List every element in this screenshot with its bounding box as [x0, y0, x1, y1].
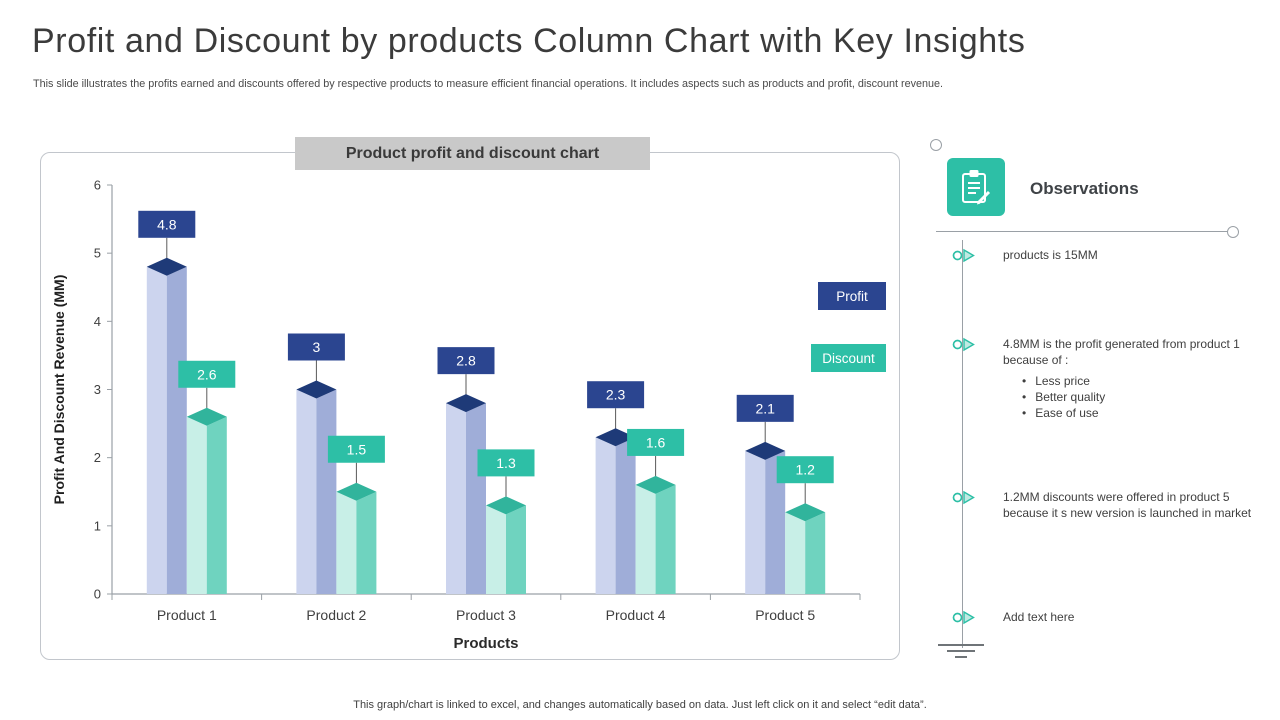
data-label-box — [736, 394, 794, 422]
timeline-line — [962, 240, 963, 648]
x-category-label: Product 1 — [157, 607, 217, 623]
data-label-value: 2.6 — [197, 366, 217, 382]
observation-text: 4.8MM is the profit generated from produ… — [1003, 337, 1240, 367]
data-label-box — [178, 360, 236, 388]
column-profit-2[interactable] — [296, 380, 337, 595]
timeline-marker-icon — [952, 337, 975, 357]
column-profit-3[interactable] — [446, 394, 486, 594]
chart-title-box: Product profit and discount chart — [295, 137, 650, 170]
x-axis-title: Products — [453, 635, 518, 652]
data-label-box — [477, 449, 535, 477]
observations-heading: Observations — [1030, 179, 1139, 198]
data-label-value: 4.8 — [157, 216, 177, 232]
observation-item-1: products is 15MM — [952, 248, 1257, 264]
observation-text: 1.2MM discounts were offered in product … — [1003, 490, 1252, 520]
y-axis-title: Profit And Discount Revenue (MM) — [51, 275, 67, 505]
data-label-value: 2.1 — [755, 400, 775, 416]
y-tick-label: 1 — [94, 518, 101, 533]
column-discount-3[interactable] — [486, 496, 526, 594]
y-tick-label: 5 — [94, 246, 101, 261]
observation-item-3: 1.2MM discounts were offered in product … — [952, 490, 1257, 522]
observation-text-placeholder[interactable]: Add text here — [1003, 610, 1075, 624]
data-label-value: 2.8 — [456, 353, 476, 369]
data-label-box — [627, 428, 685, 456]
data-label-box — [327, 435, 385, 463]
column-profit-4[interactable] — [595, 428, 636, 594]
data-label-box — [287, 333, 345, 361]
connector-circle-top — [930, 139, 942, 151]
timeline-marker-icon — [952, 248, 975, 268]
column-discount-2[interactable] — [336, 482, 377, 594]
column-discount-5[interactable] — [785, 503, 826, 594]
page-title: Profit and Discount by products Column C… — [32, 22, 1026, 60]
column-profit-5[interactable] — [745, 441, 786, 594]
profit-discount-column-chart[interactable]: 0 1 2 3 4 5 6 Product 1 Product 2 Product 3 Produc… — [40, 160, 900, 660]
data-label-value: 1.5 — [347, 441, 367, 457]
data-label-value: 1.2 — [795, 462, 815, 478]
observation-text: products is 15MM — [1003, 248, 1098, 262]
connector-circle-right — [1227, 226, 1239, 238]
y-tick-label: 0 — [94, 587, 101, 602]
legend-label: Profit — [836, 289, 868, 304]
page-subtitle: This slide illustrates the profits earne… — [33, 78, 944, 90]
data-label-value: 2.3 — [606, 387, 626, 403]
observation-bullets: Less price Better quality Ease of use — [1022, 373, 1257, 422]
data-label-box — [587, 381, 645, 409]
data-label-box — [776, 456, 834, 484]
bullet-item: Ease of use — [1022, 405, 1257, 421]
clipboard-checklist-icon — [962, 170, 991, 205]
timeline-marker-icon — [952, 490, 975, 510]
observation-item-4: Add text here — [952, 610, 1257, 626]
data-label-box — [437, 347, 495, 375]
data-label-value: 1.6 — [646, 434, 666, 450]
x-category-label: Product 2 — [306, 607, 366, 623]
bullet-item: Less price — [1022, 373, 1257, 389]
y-tick-label: 4 — [94, 314, 101, 329]
bullet-item: Better quality — [1022, 389, 1257, 405]
x-category-label: Product 4 — [606, 607, 666, 623]
y-tick-label: 2 — [94, 450, 101, 465]
timeline-marker-icon — [952, 610, 975, 630]
ground-symbol — [936, 640, 986, 658]
x-category-label: Product 5 — [755, 607, 815, 623]
observation-item-2: 4.8MM is the profit generated from produ… — [952, 337, 1257, 421]
observations-icon-box — [947, 158, 1005, 216]
column-discount-4[interactable] — [635, 475, 676, 594]
footer-note: This graph/chart is linked to excel, and… — [353, 699, 927, 711]
x-category-label: Product 3 — [456, 607, 516, 623]
y-tick-label: 6 — [94, 178, 101, 193]
column-profit-1[interactable] — [146, 257, 187, 594]
y-tick-label: 3 — [94, 382, 101, 397]
observations-divider-line — [936, 231, 1228, 232]
data-label-value: 1.3 — [496, 455, 516, 471]
data-label-value: 3 — [313, 339, 321, 355]
column-discount-1[interactable] — [186, 407, 227, 594]
legend-discount[interactable] — [811, 344, 886, 372]
legend-label: Discount — [822, 351, 875, 366]
data-label-box — [138, 210, 196, 238]
legend-profit[interactable] — [818, 282, 886, 310]
